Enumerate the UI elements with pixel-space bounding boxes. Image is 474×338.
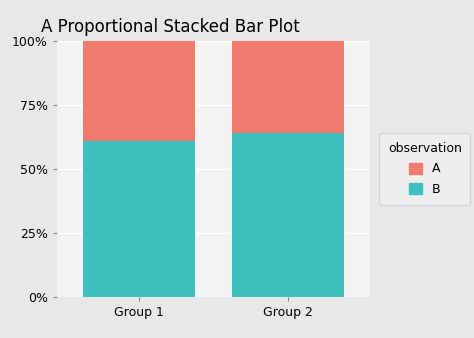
- Bar: [232, 133, 344, 297]
- Bar: [57, 233, 370, 297]
- Bar: [57, 41, 370, 105]
- Bar: [57, 169, 370, 233]
- Text: A Proportional Stacked Bar Plot: A Proportional Stacked Bar Plot: [41, 18, 300, 36]
- Bar: [83, 141, 195, 297]
- Legend: A, B: A, B: [379, 133, 471, 205]
- Bar: [232, 41, 344, 133]
- Bar: [57, 105, 370, 169]
- Bar: [83, 41, 195, 141]
- Bar: [57, 0, 370, 41]
